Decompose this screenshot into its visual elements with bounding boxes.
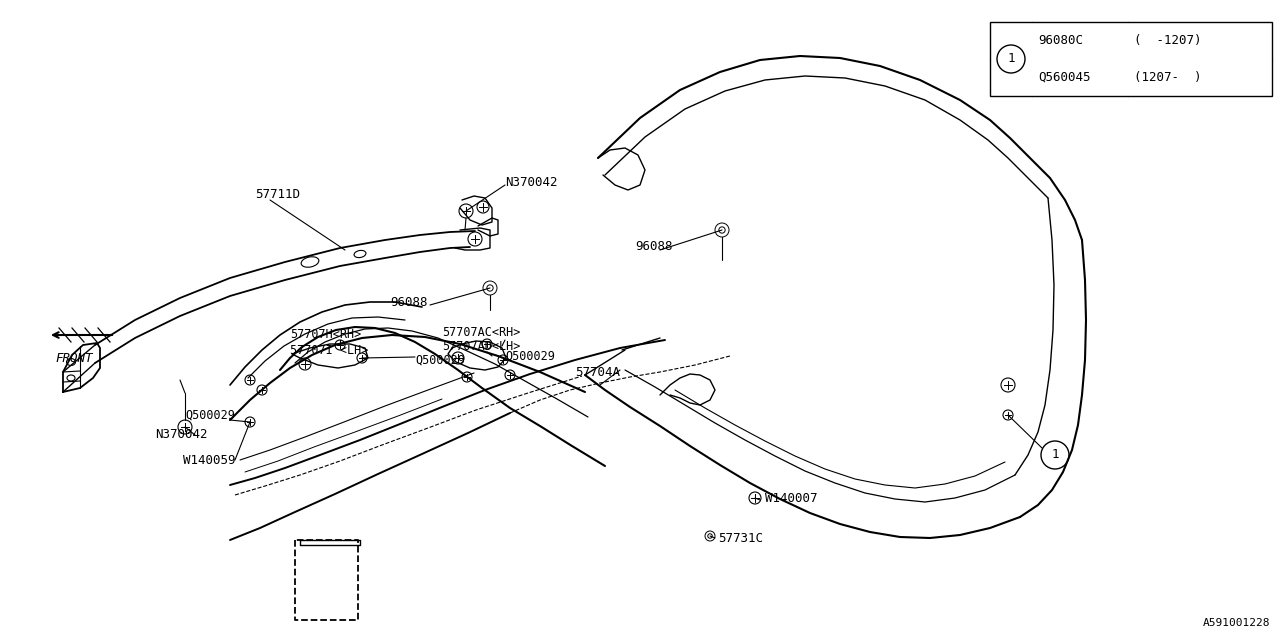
- Text: 57707AD<LH>: 57707AD<LH>: [442, 340, 521, 353]
- Text: 57707H<RH>: 57707H<RH>: [291, 328, 361, 342]
- Text: 1: 1: [1007, 52, 1015, 65]
- Text: 57731C: 57731C: [718, 531, 763, 545]
- Text: Q500029: Q500029: [186, 408, 234, 422]
- Text: 57707AC<RH>: 57707AC<RH>: [442, 326, 521, 339]
- Text: Q500029: Q500029: [506, 349, 554, 362]
- Text: N370042: N370042: [506, 177, 558, 189]
- Text: 57711D: 57711D: [255, 189, 300, 202]
- Text: Q500029: Q500029: [415, 353, 465, 367]
- Text: 57704A: 57704A: [575, 365, 620, 378]
- Text: (1207-  ): (1207- ): [1134, 71, 1202, 84]
- Text: 57707I <LH>: 57707I <LH>: [291, 344, 369, 356]
- Text: 96088: 96088: [635, 241, 672, 253]
- Text: 1: 1: [1051, 449, 1059, 461]
- Text: W140007: W140007: [765, 492, 818, 504]
- Text: 96088: 96088: [390, 296, 428, 308]
- Text: 96080C: 96080C: [1038, 34, 1083, 47]
- Bar: [989, 22, 1272, 96]
- Text: Q560045: Q560045: [1038, 71, 1091, 84]
- Text: N370042: N370042: [155, 429, 207, 442]
- Text: (  -1207): ( -1207): [1134, 34, 1202, 47]
- Text: FRONT: FRONT: [55, 352, 92, 365]
- Text: A591001228: A591001228: [1202, 618, 1270, 628]
- Text: W140059: W140059: [183, 454, 236, 467]
